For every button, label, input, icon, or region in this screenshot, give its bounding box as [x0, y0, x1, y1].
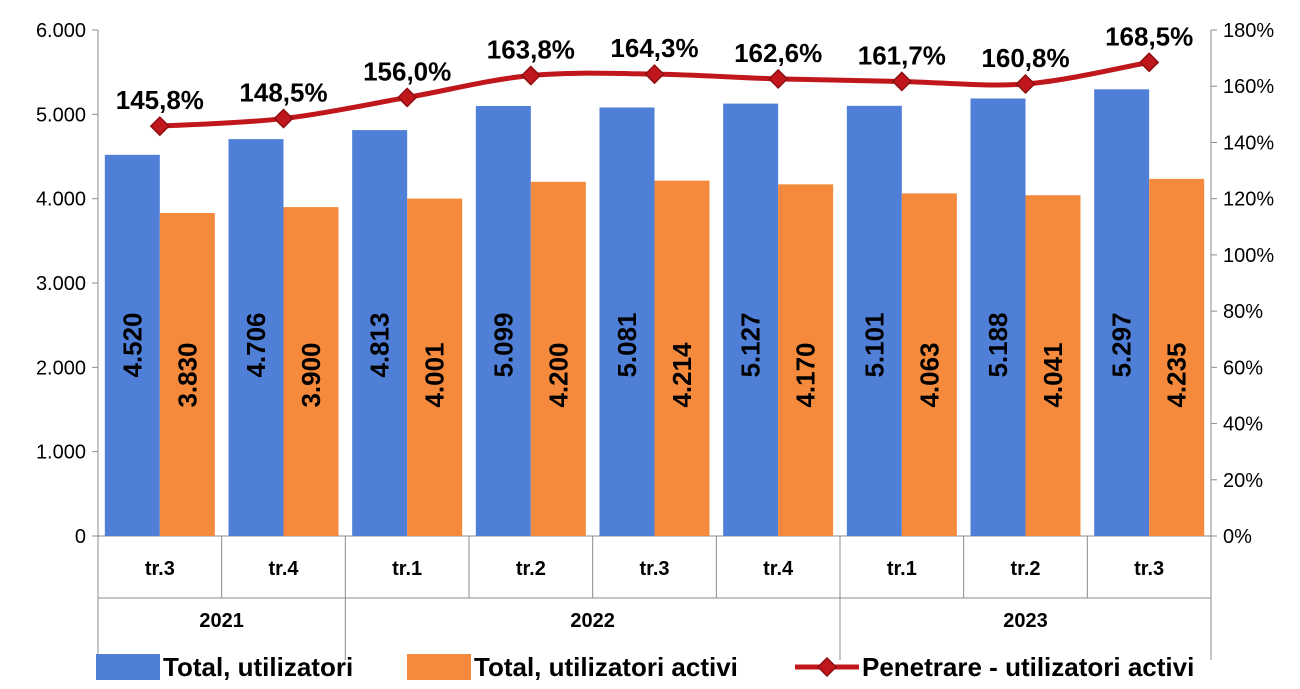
penetration-marker: [1015, 73, 1036, 95]
penetration-label: 156,0%: [363, 56, 451, 86]
bar-label-total-users: 4.520: [117, 312, 147, 377]
bar-total-active-users: [530, 181, 586, 537]
legend: Total, utilizatori Total, utilizatori act…: [96, 652, 1194, 682]
penetration-marker: [273, 108, 294, 129]
y-tick-label-right: 20%: [1223, 470, 1263, 492]
x-category-label: tr.1: [392, 558, 422, 580]
bar-total-active-users: [1025, 195, 1081, 537]
legend-marker-penetration: [816, 656, 838, 678]
y-tick-label-left: 2.000: [36, 357, 86, 379]
bar-label-total-users: 5.099: [488, 312, 518, 377]
x-category-label: tr.4: [268, 558, 299, 580]
penetration-marker: [768, 68, 789, 89]
y-tick-label-right: 40%: [1223, 414, 1263, 436]
penetration-label: 160,8%: [981, 43, 1069, 73]
bar-total-users: [970, 98, 1026, 536]
bar-label-total-users: 5.081: [612, 312, 642, 377]
bar-label-total-users: 5.101: [859, 312, 889, 377]
legend-label-total-active-users: Total, utilizatori activi: [474, 652, 738, 682]
penetration-label: 162,6%: [734, 38, 822, 68]
penetration-marker: [397, 87, 418, 108]
x-category-label: tr.2: [516, 558, 546, 580]
bar-total-users: [1094, 89, 1150, 537]
x-category-label: tr.3: [145, 558, 175, 580]
bar-label-total-active-users: 4.200: [543, 342, 573, 407]
x-category-label: tr.3: [639, 558, 669, 580]
penetration-label: 168,5%: [1105, 21, 1193, 51]
y-tick-label-right: 60%: [1223, 357, 1263, 379]
bar-label-total-active-users: 4.001: [420, 342, 450, 407]
bar-total-active-users: [1149, 178, 1205, 536]
y-tick-label-left: 6.000: [36, 20, 86, 42]
bar-total-users: [104, 154, 160, 536]
x-category-label: tr.4: [763, 558, 794, 580]
bar-label-total-users: 5.188: [983, 312, 1013, 377]
y-tick-label-left: 3.000: [36, 273, 86, 295]
bar-label-total-users: 5.127: [736, 312, 766, 377]
bar-total-users: [475, 105, 531, 536]
y-tick-label-right: 80%: [1223, 301, 1263, 323]
bar-label-total-users: 4.706: [241, 312, 271, 377]
bar-total-active-users: [901, 193, 957, 536]
y-tick-label-left: 0: [75, 526, 86, 548]
penetration-marker: [644, 64, 665, 85]
bar-label-total-active-users: 3.830: [172, 342, 202, 407]
penetration-marker: [520, 65, 541, 86]
bar-label-total-active-users: 4.170: [791, 342, 821, 407]
bar-label-total-users: 5.297: [1107, 312, 1137, 377]
bar-total-active-users: [778, 184, 834, 536]
x-group-label: 2023: [1003, 610, 1048, 632]
bar-label-total-active-users: 3.900: [296, 342, 326, 407]
bar-label-total-users: 4.813: [365, 312, 395, 377]
y-tick-label-right: 0%: [1223, 526, 1252, 548]
bar-total-users: [723, 103, 779, 537]
y-tick-label-left: 1.000: [36, 442, 86, 464]
bar-label-total-active-users: 4.235: [1162, 342, 1192, 407]
y-tick-label-right: 120%: [1223, 189, 1274, 211]
y-tick-label-right: 140%: [1223, 132, 1274, 154]
penetration-marker: [149, 116, 170, 137]
legend-label-total-users: Total, utilizatori: [163, 652, 353, 682]
bar-total-active-users: [654, 180, 710, 537]
x-category-label: tr.1: [887, 558, 917, 580]
penetration-label: 145,8%: [116, 85, 204, 115]
penetration-label: 161,7%: [858, 40, 946, 70]
x-group-label: 2022: [570, 610, 615, 632]
penetration-line: [149, 52, 1160, 137]
bar-total-users: [599, 107, 655, 537]
y-tick-label-left: 5.000: [36, 104, 86, 126]
bar-total-users: [228, 139, 284, 537]
x-category-label: tr.2: [1010, 558, 1040, 580]
legend-swatch-total-active-users: [407, 654, 471, 680]
y-tick-label-right: 100%: [1223, 245, 1274, 267]
bar-total-active-users: [159, 213, 215, 536]
y-tick-label-left: 4.000: [36, 189, 86, 211]
bar-label-total-active-users: 4.214: [667, 342, 697, 408]
bar-total-active-users: [283, 207, 339, 536]
x-category-label: tr.3: [1134, 558, 1164, 580]
bar-total-users: [846, 105, 902, 536]
bar-total-users: [352, 130, 408, 536]
penetration-marker: [1139, 52, 1160, 73]
penetration-label: 148,5%: [239, 78, 327, 108]
data-labels: 4.520 4.706 4.813 5.099 5.081 5.127 5.101 5.188…: [116, 21, 1194, 407]
penetration-marker: [891, 71, 912, 92]
legend-label-penetration: Penetrare - utilizatori activi: [862, 652, 1194, 682]
y-tick-label-right: 180%: [1223, 20, 1274, 42]
penetration-label: 163,8%: [487, 35, 575, 65]
penetration-label: 164,3%: [610, 33, 698, 63]
y-tick-label-right: 160%: [1223, 76, 1274, 98]
x-group-label: 2021: [199, 610, 244, 632]
bar-label-total-active-users: 4.063: [914, 342, 944, 407]
bar-total-active-users: [407, 198, 463, 536]
bar-label-total-active-users: 4.041: [1038, 342, 1068, 407]
legend-swatch-total-users: [96, 654, 160, 680]
bars: [104, 89, 1205, 537]
